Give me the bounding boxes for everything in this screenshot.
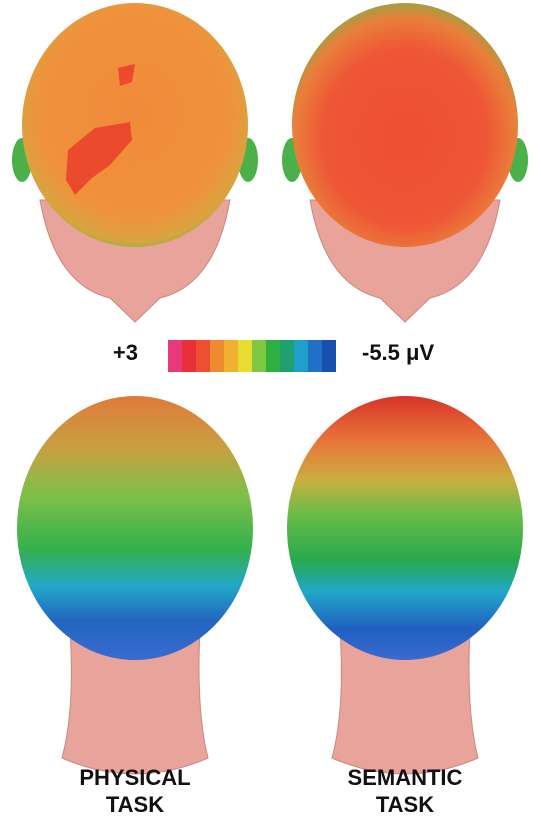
panel-label: PHYSICAL <box>79 765 190 790</box>
back-head-semantic <box>287 396 523 774</box>
color-scale <box>168 340 336 372</box>
figure: +3 -5.5 μV PHYSICAL TASK SEMANTIC TASK <box>0 0 541 819</box>
top-head-semantic <box>282 3 528 322</box>
panel-label: SEMANTIC <box>348 765 463 790</box>
top-head-physical <box>12 3 258 322</box>
back-head-physical <box>17 396 253 774</box>
panel-label: TASK <box>376 792 434 817</box>
scale-max-label: +3 <box>113 340 138 365</box>
scale-min-label: -5.5 μV <box>362 340 434 365</box>
panel-label: TASK <box>106 792 164 817</box>
